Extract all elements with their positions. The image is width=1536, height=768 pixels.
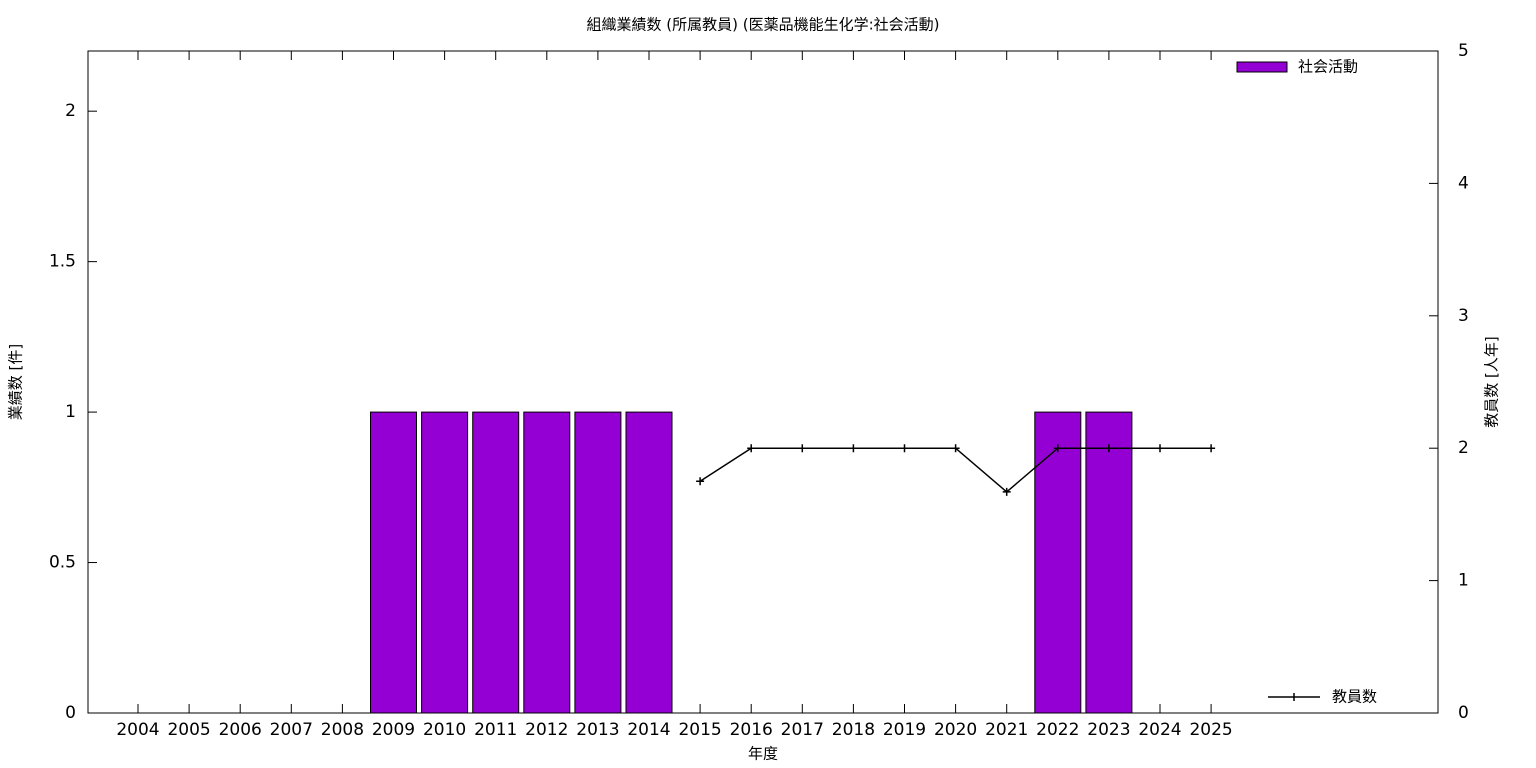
bar [625,411,673,714]
bar [1085,411,1133,714]
point [951,444,960,453]
x-tick-label: 2006 [219,720,262,740]
x-tick-label: 2020 [934,720,977,740]
x-tick-label: 2015 [678,720,721,740]
legend-swatch [1236,61,1288,73]
point [1053,444,1062,453]
plot-frame [87,50,1439,714]
point [1207,444,1216,453]
bar [421,411,469,714]
y-axis-label: 業績数 [件] [7,344,25,420]
x-tick-label: 2009 [372,720,415,740]
bar [523,411,571,714]
point [798,444,807,453]
point [1002,487,1011,496]
x-tick-label: 2012 [525,720,568,740]
x-axis-label: 年度 [748,745,778,763]
point [1156,444,1164,453]
y2-tick-label: 0 [1458,703,1469,723]
legend-label: 社会活動 [1298,58,1358,76]
x-tick-label: 2013 [576,720,619,740]
y-tick-label: 1.5 [49,252,76,272]
x-tick-label: 2016 [730,720,773,740]
bar [472,411,520,714]
y2-axis-label: 教員数 [人年] [1483,336,1501,427]
x-tick-label: 2021 [985,720,1028,740]
x-tick-label: 2019 [883,720,926,740]
bar [574,411,622,714]
x-tick-label: 2024 [1138,720,1181,740]
point [747,444,756,453]
x-tick-label: 2014 [627,720,670,740]
y2-tick-label: 5 [1458,41,1469,61]
legend-swatch [1268,693,1320,701]
y2-tick-label: 1 [1458,571,1469,591]
legend-label: 教員数 [1332,688,1377,706]
bar [370,411,417,714]
x-tick-label: 2018 [832,720,875,740]
point [696,477,705,486]
x-tick-label: 2008 [321,720,364,740]
point [1104,444,1113,453]
x-tick-label: 2017 [781,720,824,740]
y-tick-label: 2 [65,101,76,121]
y-tick-label: 1 [65,402,76,422]
x-tick-label: 2010 [423,720,466,740]
y-tick-label: 0 [65,703,76,723]
x-tick-label: 2022 [1036,720,1079,740]
x-tick-label: 2023 [1087,720,1130,740]
x-tick-label: 2004 [116,720,159,740]
point [900,444,909,453]
point [849,444,858,453]
x-tick-label: 2025 [1189,720,1232,740]
line [699,447,1212,493]
y2-tick-label: 2 [1458,438,1469,458]
y2-tick-label: 4 [1458,173,1469,193]
x-tick-label: 2005 [167,720,210,740]
x-tick-label: 2011 [474,720,517,740]
y-tick-label: 0.5 [49,553,76,573]
x-tick-label: 2007 [270,720,313,740]
y2-tick-label: 3 [1458,306,1469,326]
bar [1034,411,1082,714]
chart-title: 組織業績数 (所属教員) (医薬品機能生化学:社会活動) [586,16,939,34]
